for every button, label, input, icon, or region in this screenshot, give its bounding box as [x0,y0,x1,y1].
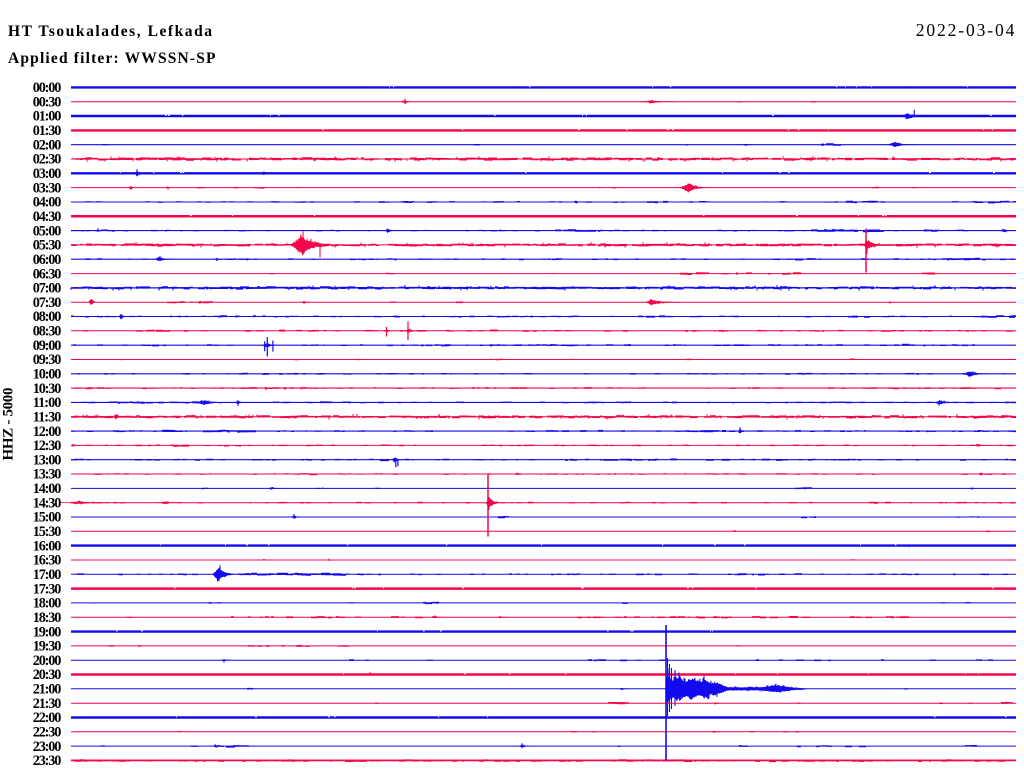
svg-text:08:30: 08:30 [33,324,62,340]
svg-text:05:00: 05:00 [33,223,62,239]
svg-text:04:00: 04:00 [33,195,62,211]
svg-text:19:30: 19:30 [33,639,62,655]
svg-text:14:00: 14:00 [33,481,62,497]
svg-text:16:30: 16:30 [33,553,62,569]
svg-text:23:30: 23:30 [33,753,62,769]
svg-text:18:30: 18:30 [33,610,62,626]
svg-text:11:00: 11:00 [33,395,62,411]
svg-text:19:00: 19:00 [33,624,62,640]
svg-text:11:30: 11:30 [33,410,62,426]
svg-text:13:30: 13:30 [33,467,62,483]
svg-text:01:00: 01:00 [33,109,62,125]
svg-text:12:30: 12:30 [33,438,62,454]
svg-text:22:30: 22:30 [33,725,62,741]
svg-text:00:00: 00:00 [33,80,62,96]
svg-text:07:30: 07:30 [33,295,62,311]
svg-text:02:00: 02:00 [33,137,62,153]
svg-text:08:00: 08:00 [33,309,62,325]
svg-text:03:30: 03:30 [33,180,62,196]
svg-text:15:30: 15:30 [33,524,62,540]
svg-text:13:00: 13:00 [33,452,62,468]
svg-text:22:00: 22:00 [33,710,62,726]
svg-text:06:30: 06:30 [33,266,62,282]
svg-text:06:00: 06:00 [33,252,62,268]
svg-text:23:00: 23:00 [33,739,62,755]
svg-text:05:30: 05:30 [33,238,62,254]
svg-text:21:30: 21:30 [33,696,62,712]
svg-text:09:00: 09:00 [33,338,62,354]
svg-text:2022-03-04: 2022-03-04 [916,20,1015,40]
svg-text:HHZ - 5000: HHZ - 5000 [1,388,17,461]
svg-text:HT Tsoukalades, Lefkada: HT Tsoukalades, Lefkada [8,23,212,40]
svg-text:12:00: 12:00 [33,424,62,440]
svg-text:20:00: 20:00 [33,653,62,669]
svg-text:17:00: 17:00 [33,567,62,583]
svg-text:00:30: 00:30 [33,94,62,110]
svg-text:18:00: 18:00 [33,596,62,612]
svg-text:03:00: 03:00 [33,166,62,182]
svg-text:17:30: 17:30 [33,581,62,597]
svg-text:21:00: 21:00 [33,682,62,698]
svg-text:09:30: 09:30 [33,352,62,368]
svg-text:10:30: 10:30 [33,381,62,397]
svg-text:02:30: 02:30 [33,152,62,168]
svg-text:16:00: 16:00 [33,538,62,554]
svg-text:01:30: 01:30 [33,123,62,139]
svg-text:15:00: 15:00 [33,510,62,526]
svg-text:10:00: 10:00 [33,367,62,383]
svg-text:04:30: 04:30 [33,209,62,225]
svg-text:20:30: 20:30 [33,667,62,683]
svg-text:Applied filter: WWSSN-SP: Applied filter: WWSSN-SP [8,50,216,67]
svg-text:07:00: 07:00 [33,281,62,297]
svg-text:14:30: 14:30 [33,495,62,511]
